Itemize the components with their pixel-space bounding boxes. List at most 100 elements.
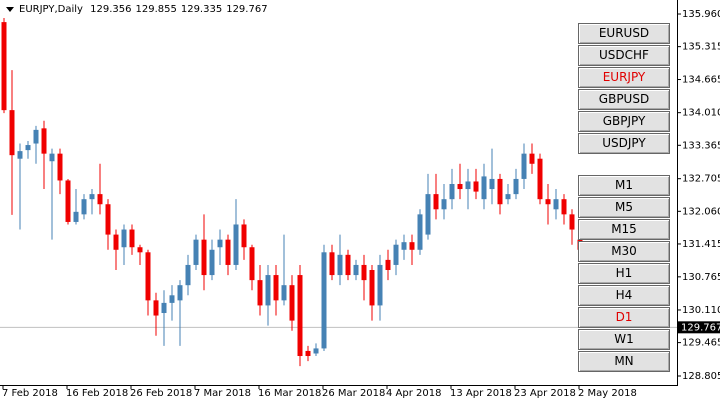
candle-body <box>313 348 319 354</box>
candle-body <box>385 259 391 271</box>
candle-body <box>497 178 503 205</box>
timeframe-button[interactable]: H1 <box>578 263 670 284</box>
symbol-button[interactable]: USDJPY <box>578 133 670 154</box>
x-tick-label: 16 Mar 2018 <box>258 388 321 399</box>
close: 129.767 <box>226 4 268 15</box>
candle-body <box>561 199 567 215</box>
candle-body <box>369 270 375 306</box>
open: 129.356 <box>90 4 132 15</box>
x-tick-label: 13 Apr 2018 <box>450 388 512 399</box>
candle-body <box>257 280 263 306</box>
timeframe-button[interactable]: D1 <box>578 307 670 328</box>
candle-body <box>265 275 271 306</box>
timeframe-button[interactable]: M30 <box>578 241 670 262</box>
y-tick-label: 135.315 <box>682 42 720 53</box>
candle-body <box>65 180 71 222</box>
y-tick-label: 132.705 <box>682 174 720 185</box>
x-tick-label: 4 Apr 2018 <box>386 388 441 399</box>
symbol-button[interactable]: GBPUSD <box>578 89 670 110</box>
candle-body <box>377 264 383 306</box>
x-tick-label: 16 Feb 2018 <box>66 388 128 399</box>
candle-body <box>233 224 239 265</box>
candle-body <box>145 252 151 301</box>
x-tick-label: 7 Feb 2018 <box>2 388 58 399</box>
candle-body <box>9 110 15 156</box>
x-tick-label: 2 May 2018 <box>578 388 637 399</box>
candle-body <box>97 194 103 205</box>
candle-body <box>297 275 303 357</box>
symbol-button[interactable]: USDCHF <box>578 45 670 66</box>
candle-body <box>241 224 247 248</box>
y-tick-label: 134.010 <box>682 108 720 119</box>
candle-body <box>465 181 471 190</box>
timeframe-button[interactable]: M1 <box>578 175 670 196</box>
timeframe-button[interactable]: MN <box>578 351 670 372</box>
symbol-button[interactable]: GBPJPY <box>578 111 670 132</box>
symbol-button[interactable]: EURJPY <box>578 67 670 88</box>
symbol: EURJPY,Daily <box>19 4 83 15</box>
candle-body <box>545 199 551 205</box>
candle-body <box>521 153 527 179</box>
chart-header: EURJPY,Daily 129.356 129.855 129.335 129.76… <box>6 4 272 15</box>
candle-body <box>209 249 215 276</box>
x-tick-label: 26 Feb 2018 <box>130 388 192 399</box>
candle-body <box>537 158 543 200</box>
candle-body <box>505 194 511 200</box>
y-tick-label: 135.960 <box>682 9 720 20</box>
candle-body <box>457 184 463 190</box>
timeframe-button[interactable]: H4 <box>578 285 670 306</box>
candle-body <box>185 264 191 286</box>
candle-body <box>569 214 575 230</box>
candle-body <box>57 153 63 181</box>
candle-body <box>417 214 423 250</box>
y-tick-label: 132.060 <box>682 206 720 217</box>
candle-body <box>361 264 367 281</box>
candle-body <box>273 275 279 301</box>
low: 129.335 <box>180 4 223 15</box>
candle-body <box>553 199 559 210</box>
y-tick-label: 130.110 <box>682 305 720 316</box>
y-tick-label: 131.415 <box>682 239 720 250</box>
timeframe-button[interactable]: W1 <box>578 329 670 350</box>
candle-body <box>513 178 519 195</box>
candle-body <box>225 239 231 265</box>
candle-body <box>249 247 255 281</box>
candle-body <box>169 295 175 303</box>
x-tick-label: 26 Mar 2018 <box>322 388 385 399</box>
y-tick-label: 133.365 <box>682 140 720 151</box>
candle-body <box>481 176 487 200</box>
y-tick-label: 134.665 <box>682 75 720 86</box>
candle-body <box>105 204 111 235</box>
candle-body <box>41 128 47 154</box>
candle-body <box>89 194 95 200</box>
candle-body <box>25 145 31 151</box>
symbol-button[interactable]: EURUSD <box>578 23 670 44</box>
candle-body <box>337 254 343 276</box>
candle-body <box>129 229 135 248</box>
candle-body <box>153 300 159 316</box>
x-tick-label: 23 Apr 2018 <box>514 388 576 399</box>
candle-body <box>473 181 479 192</box>
candle-body <box>281 285 287 301</box>
candle-body <box>393 244 399 265</box>
y-tick-label: 129.465 <box>682 338 720 349</box>
candle-body <box>289 285 295 321</box>
timeframe-button[interactable]: M15 <box>578 219 670 240</box>
candle-body <box>321 252 327 349</box>
candle-body <box>161 302 167 314</box>
candle-body <box>73 211 79 222</box>
candle-body <box>177 285 183 301</box>
candle-body <box>137 247 143 253</box>
candle-body <box>433 194 439 210</box>
candle-body <box>449 184 455 200</box>
candle-body <box>329 252 335 276</box>
candle-body <box>425 194 431 235</box>
candle-body <box>201 239 207 276</box>
candle-body <box>353 264 359 276</box>
candle-body <box>345 254 351 276</box>
current-price-box <box>678 321 720 334</box>
timeframe-button[interactable]: M5 <box>578 197 670 218</box>
candle-body <box>409 242 415 250</box>
candle-body <box>441 199 447 210</box>
